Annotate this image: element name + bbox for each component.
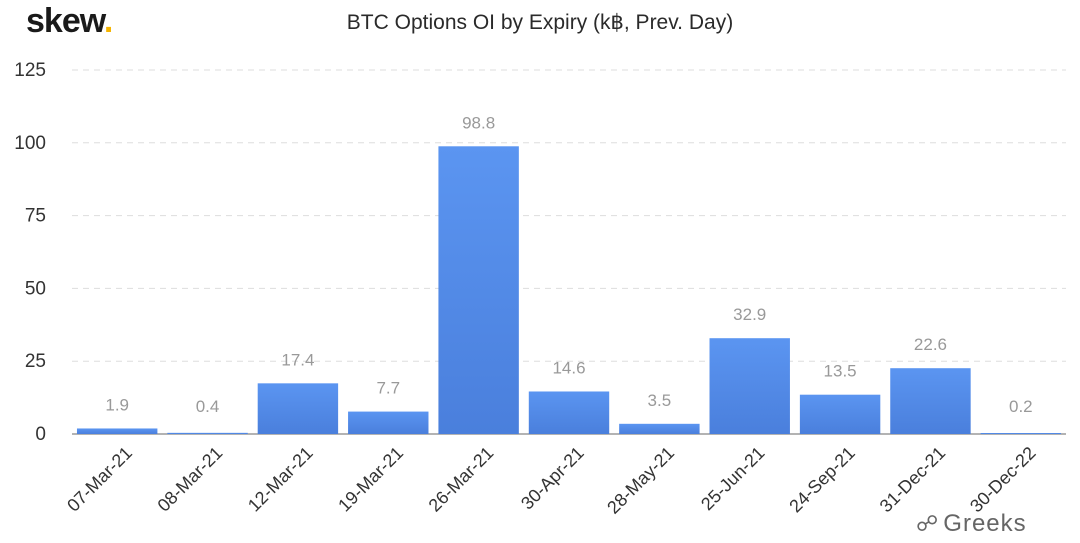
y-tick-label: 125 (14, 60, 46, 81)
chart-title: BTC Options OI by Expiry (k฿, Prev. Day) (346, 11, 734, 34)
data-label: 0.4 (196, 397, 220, 416)
watermark: ☍ Greeks (916, 510, 1027, 538)
y-tick-label: 50 (25, 278, 46, 299)
y-tick-label: 0 (35, 424, 46, 445)
bar (76, 428, 158, 434)
data-labels: 1.9 0.4 17.4 7.7 98.8 14.6 3.5 32.9 13.5 22.6 0.2 (105, 113, 1032, 416)
data-label: 17.4 (281, 350, 314, 369)
bar (799, 394, 881, 434)
bar (980, 433, 1062, 434)
bar (890, 368, 971, 434)
data-label: 32.9 (733, 305, 766, 324)
bars (76, 146, 1062, 434)
bar (348, 411, 429, 434)
skew-logo: skew. (26, 2, 114, 41)
data-label: 98.8 (462, 113, 495, 132)
x-tick-label: 31-Dec-21 (876, 443, 950, 517)
x-tick-label: 07-Mar-21 (63, 443, 136, 516)
x-tick-label: 19-Mar-21 (334, 443, 407, 516)
y-tick-label: 75 (25, 206, 46, 227)
x-tick-label: 25-Jun-21 (697, 443, 768, 514)
data-label: 1.9 (105, 395, 129, 414)
watermark-text: Greeks (943, 510, 1027, 537)
y-axis-ticks: 0 25 50 75 100 125 (14, 60, 46, 445)
x-tick-label: 30-Dec-22 (966, 443, 1040, 517)
bar (257, 383, 339, 434)
data-label: 14.6 (552, 358, 585, 377)
x-tick-label: 08-Mar-21 (154, 443, 227, 516)
data-label: 22.6 (914, 335, 947, 354)
bar (167, 432, 248, 434)
x-tick-label: 12-Mar-21 (244, 443, 317, 516)
x-tick-label: 26-Mar-21 (425, 443, 498, 516)
bar (709, 338, 790, 434)
x-tick-label: 28-May-21 (603, 443, 678, 518)
bar (528, 391, 610, 434)
data-label: 13.5 (824, 362, 857, 381)
logo-text: skew (26, 2, 105, 40)
x-tick-label: 24-Sep-21 (785, 443, 859, 517)
logo-dot: . (103, 2, 114, 40)
data-label: 7.7 (376, 379, 400, 398)
wechat-icon: ☍ (916, 511, 940, 536)
bar (438, 146, 519, 434)
y-tick-label: 25 (25, 351, 46, 372)
data-label: 0.2 (1009, 397, 1033, 416)
data-label: 3.5 (648, 391, 672, 410)
y-tick-label: 100 (14, 133, 46, 154)
x-tick-label: 30-Apr-21 (517, 443, 588, 514)
x-axis-ticks: 07-Mar-21 08-Mar-21 12-Mar-21 19-Mar-21 26-M… (63, 443, 1039, 518)
bar (619, 423, 700, 434)
